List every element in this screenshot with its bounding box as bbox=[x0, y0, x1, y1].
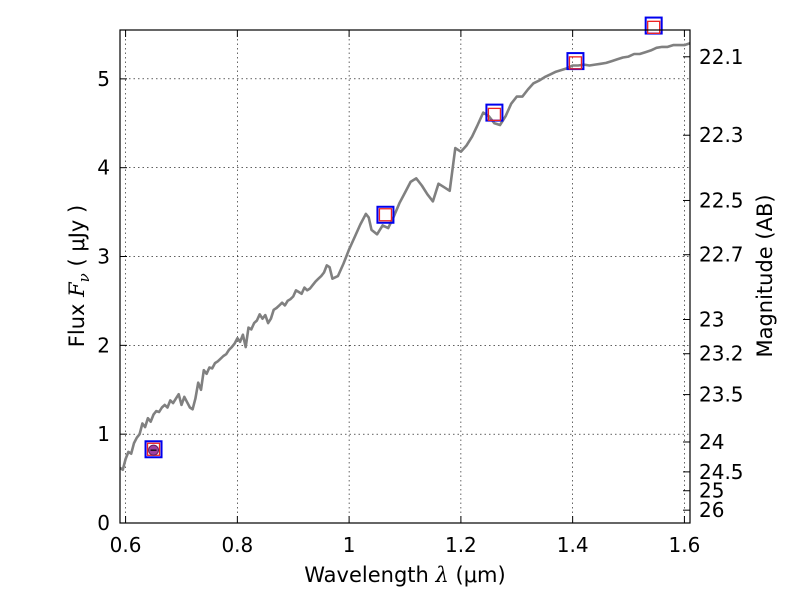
magnitude-tick-label: 22.3 bbox=[699, 123, 744, 147]
magnitude-tick-label: 23 bbox=[699, 307, 724, 331]
spectrum-line bbox=[120, 42, 690, 472]
magnitude-tick-label: 24 bbox=[699, 430, 724, 454]
x-tick-label: 1.4 bbox=[557, 533, 589, 557]
y-axis-label-suffix: ( μJy ) bbox=[65, 205, 89, 273]
model-marker-red bbox=[487, 107, 502, 122]
x-axis-label-prefix: Wavelength bbox=[304, 563, 435, 587]
magnitude-axis-label: Magnitude (AB) bbox=[753, 194, 777, 357]
magnitude-tick-label: 22.1 bbox=[699, 45, 744, 69]
x-axis-label-suffix: (μm) bbox=[449, 563, 506, 587]
model-marker-red bbox=[568, 56, 583, 70]
x-tick-label: 0.6 bbox=[110, 533, 142, 557]
model-marker-red bbox=[647, 20, 661, 34]
magnitude-tick-label: 23.2 bbox=[699, 342, 744, 366]
y-axis-label-subscript: ν bbox=[75, 273, 93, 282]
magnitude-tick-label: 24.5 bbox=[699, 460, 744, 484]
x-axis-label-symbol: λ bbox=[435, 563, 449, 587]
x-axis-label: Wavelength λ (μm) bbox=[304, 563, 505, 587]
magnitude-tick-label: 23.5 bbox=[699, 383, 744, 407]
model-marker-blue bbox=[144, 440, 163, 459]
magnitude-tick-label: 22.7 bbox=[699, 243, 744, 267]
x-tick-label: 1 bbox=[343, 533, 356, 557]
x-tick-label: 1.2 bbox=[445, 533, 477, 557]
y-tick-label: 4 bbox=[97, 156, 110, 180]
y-axis-label-prefix: Flux bbox=[65, 297, 89, 347]
magnitude-tick-label: 26 bbox=[699, 498, 724, 522]
y-axis-label-symbol: F bbox=[65, 281, 89, 298]
grid bbox=[120, 30, 690, 523]
y-axis-label: Flux Fν ( μJy ) bbox=[65, 205, 93, 347]
model-marker-blue bbox=[376, 205, 395, 224]
x-tick-label: 0.8 bbox=[221, 533, 253, 557]
y-tick-label: 0 bbox=[97, 511, 110, 535]
x-tick-label: 1.6 bbox=[669, 533, 701, 557]
y-tick-label: 3 bbox=[97, 245, 110, 269]
y-tick-label: 2 bbox=[97, 333, 110, 357]
magnitude-tick-label: 22.5 bbox=[699, 188, 744, 212]
y-tick-label: 1 bbox=[97, 422, 110, 446]
y-tick-label: 5 bbox=[97, 67, 110, 91]
plot-frame bbox=[119, 29, 691, 524]
model-marker-red bbox=[378, 208, 393, 222]
magnitude-tick-label: 25 bbox=[699, 479, 724, 503]
